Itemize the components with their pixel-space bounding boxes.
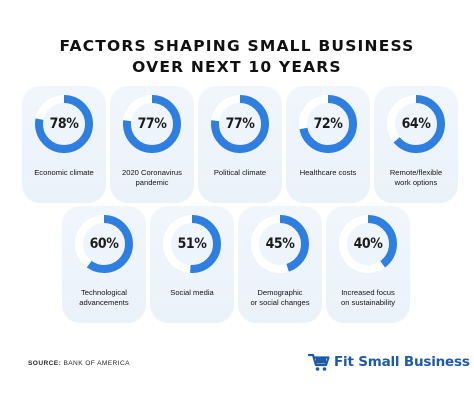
factor-card: 45% Demographic or social changes bbox=[238, 206, 322, 323]
factor-label: 2020 Coronavirus pandemic bbox=[122, 168, 182, 187]
source-value: BANK OF AMERICA bbox=[63, 360, 130, 367]
percent-value: 64% bbox=[401, 116, 431, 132]
donut-chart bbox=[35, 95, 93, 153]
donut-ring: 40% bbox=[338, 214, 398, 274]
percent-value: 51% bbox=[177, 236, 207, 252]
donut-value-arc bbox=[387, 95, 445, 153]
donut-chart bbox=[299, 95, 357, 153]
brand-logo: Fit Small Business bbox=[308, 350, 470, 374]
percent-value: 60% bbox=[89, 236, 119, 252]
percent-value: 40% bbox=[353, 236, 383, 252]
factor-label: Political climate bbox=[213, 168, 267, 177]
factor-card: 64% Remote/flexible work options bbox=[374, 86, 458, 203]
factor-label: Social media bbox=[170, 288, 214, 297]
source-label: SOURCE: bbox=[28, 360, 62, 367]
chart-title-line-2: OVER NEXT 10 YEARS bbox=[132, 58, 342, 76]
chart-title-line-1: FACTORS SHAPING SMALL BUSINESS bbox=[59, 37, 415, 55]
donut-ring: 77% bbox=[122, 94, 182, 154]
percent-value: 72% bbox=[313, 116, 343, 132]
donut-value-arc bbox=[163, 215, 221, 273]
donut-chart bbox=[211, 95, 269, 153]
factor-label: Demographic or social changes bbox=[250, 288, 310, 307]
donut-ring: 60% bbox=[74, 214, 134, 274]
donut-chart bbox=[339, 215, 397, 273]
donut-ring: 45% bbox=[250, 214, 310, 274]
factor-label: Technological advancements bbox=[79, 288, 129, 307]
percent-value: 78% bbox=[49, 116, 79, 132]
donut-ring: 64% bbox=[386, 94, 446, 154]
chart-title: FACTORS SHAPING SMALL BUSINESS OVER NEXT… bbox=[0, 36, 474, 78]
cart-icon bbox=[308, 353, 330, 371]
factor-card: 60% Technological advancements bbox=[62, 206, 146, 323]
donut-value-arc bbox=[75, 215, 133, 273]
factor-label: Increased focus on sustainability bbox=[340, 288, 396, 307]
donut-value-arc bbox=[339, 215, 397, 273]
brand-name: Fit Small Business bbox=[334, 354, 470, 370]
donut-ring: 51% bbox=[162, 214, 222, 274]
factor-card: 77% Political climate bbox=[198, 86, 282, 203]
percent-value: 45% bbox=[265, 236, 295, 252]
donut-chart bbox=[251, 215, 309, 273]
factor-label: Economic climate bbox=[34, 168, 94, 177]
factor-card: 72% Healthcare costs bbox=[286, 86, 370, 203]
donut-value-arc bbox=[251, 215, 309, 273]
donut-chart bbox=[123, 95, 181, 153]
percent-value: 77% bbox=[137, 116, 167, 132]
donut-ring: 72% bbox=[298, 94, 358, 154]
donut-value-arc bbox=[123, 95, 181, 153]
donut-chart bbox=[75, 215, 133, 273]
factor-card: 78% Economic climate bbox=[22, 86, 106, 203]
percent-value: 77% bbox=[225, 116, 255, 132]
factor-card: 77% 2020 Coronavirus pandemic bbox=[110, 86, 194, 203]
factor-label: Healthcare costs bbox=[299, 168, 357, 177]
donut-ring: 77% bbox=[210, 94, 270, 154]
donut-ring: 78% bbox=[34, 94, 94, 154]
donut-value-arc bbox=[299, 95, 357, 153]
donut-chart bbox=[163, 215, 221, 273]
factor-card: 51% Social media bbox=[150, 206, 234, 323]
donut-value-arc bbox=[35, 95, 93, 153]
factor-card: 40% Increased focus on sustainability bbox=[326, 206, 410, 323]
donut-value-arc bbox=[211, 95, 269, 153]
factor-label: Remote/flexible work options bbox=[389, 168, 443, 187]
source-note: SOURCE: BANK OF AMERICA bbox=[28, 360, 130, 367]
donut-chart bbox=[387, 95, 445, 153]
